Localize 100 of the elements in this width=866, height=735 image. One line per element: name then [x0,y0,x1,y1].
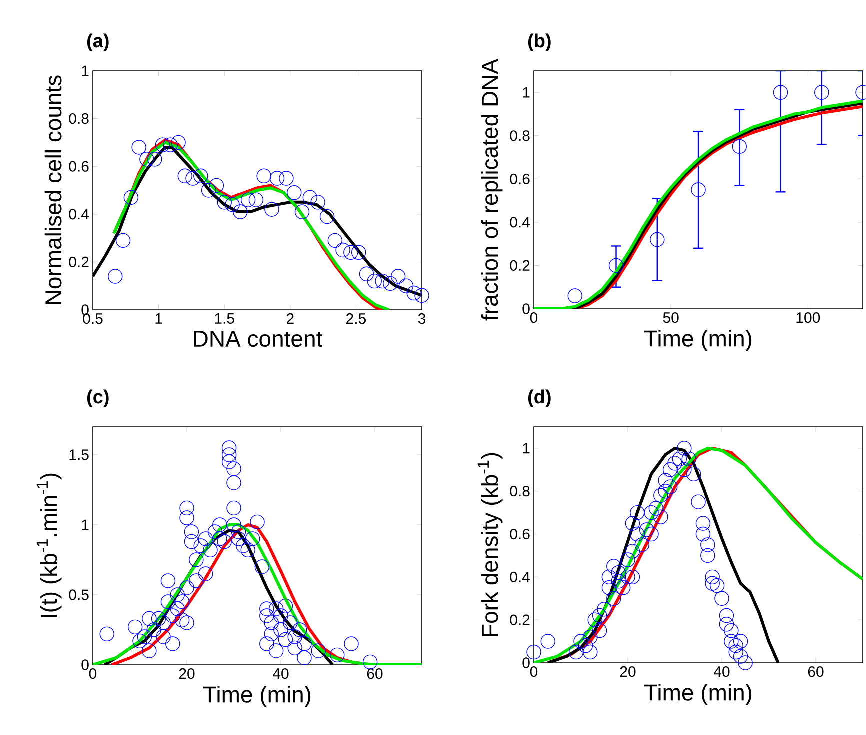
point [700,538,716,552]
point [625,516,640,531]
point [668,456,682,471]
point [390,269,406,284]
point [108,269,123,284]
point [240,192,256,208]
point [611,574,626,589]
point [625,570,640,585]
x-tick-label: 1.5 [215,314,234,324]
y-tick-label: 1 [523,443,530,454]
y-tick-label: 0.4 [69,209,90,220]
y-tick-label: 0.4 [510,217,530,228]
x-tick-label: 20 [620,666,636,678]
point [733,634,748,649]
y-tick-label: 0.8 [69,113,89,124]
point [616,580,631,596]
point [672,452,688,467]
point [270,171,285,186]
point [186,171,200,186]
point [705,570,720,585]
point [225,197,240,212]
point [719,617,734,632]
point [620,570,636,585]
x-axis-title: DNA content [194,331,323,348]
y-tick-label: 0.8 [510,130,530,142]
point [163,138,178,152]
point [728,638,744,654]
point [677,462,692,478]
point [639,522,654,538]
point [155,138,170,152]
y-tick-label: 0.2 [510,260,530,272]
point [654,488,668,503]
point [588,612,602,628]
point [209,178,224,194]
y-tick-label: 0 [82,660,89,670]
y-tick-label: 0.4 [510,572,530,582]
point [116,233,131,248]
point [302,190,318,206]
point [351,245,366,260]
point [359,266,374,282]
point [294,204,310,220]
point [194,168,208,184]
point [814,85,830,100]
point [738,656,753,670]
point [406,286,422,301]
point [662,480,678,494]
point [620,552,636,568]
y-axis-title: Normalised cell counts [44,76,62,304]
point [630,505,645,520]
x-tick-label: 40 [273,668,289,680]
point [691,494,706,510]
point [597,602,612,617]
point [662,462,678,478]
x-axis-title: Time (min) [204,686,311,708]
y-tick-label: 1.5 [70,450,89,460]
point [583,644,598,660]
point [148,152,162,167]
point [705,576,720,591]
y-tick-label: 0.2 [69,256,89,268]
point [320,209,335,224]
point [592,608,608,624]
chart-title: (d) [528,390,551,408]
point [682,452,696,467]
point [132,140,146,155]
point [644,505,659,520]
point [287,186,302,200]
point [700,548,716,564]
point [714,591,730,606]
point [336,242,350,258]
point [634,538,650,552]
point [696,516,711,531]
chart-title: (b) [528,34,551,52]
y-tick-label: 0.5 [69,590,89,600]
point [375,274,390,289]
point [279,171,294,186]
point [414,288,430,303]
x-tick-label: 40 [714,666,730,678]
point [140,152,154,167]
y-tick-label: 0.8 [510,486,530,497]
y-tick-label: 0.6 [510,174,530,184]
point [264,202,280,217]
point [608,258,624,274]
point [696,526,711,542]
line-series [93,523,422,665]
point [217,195,232,210]
point [344,245,358,260]
point [630,526,645,542]
y-tick-label: 0 [522,658,530,668]
point [310,195,326,210]
y-tick-label: 0.6 [510,528,530,540]
point [733,649,748,664]
point [710,578,725,594]
point [383,276,398,292]
x-tick-label: 0 [530,312,538,324]
point [568,644,584,660]
x-axis-title: Time (min) [644,330,752,352]
point [583,630,598,645]
x-tick-label: 0 [89,668,97,680]
point [654,510,668,524]
point [724,634,739,649]
